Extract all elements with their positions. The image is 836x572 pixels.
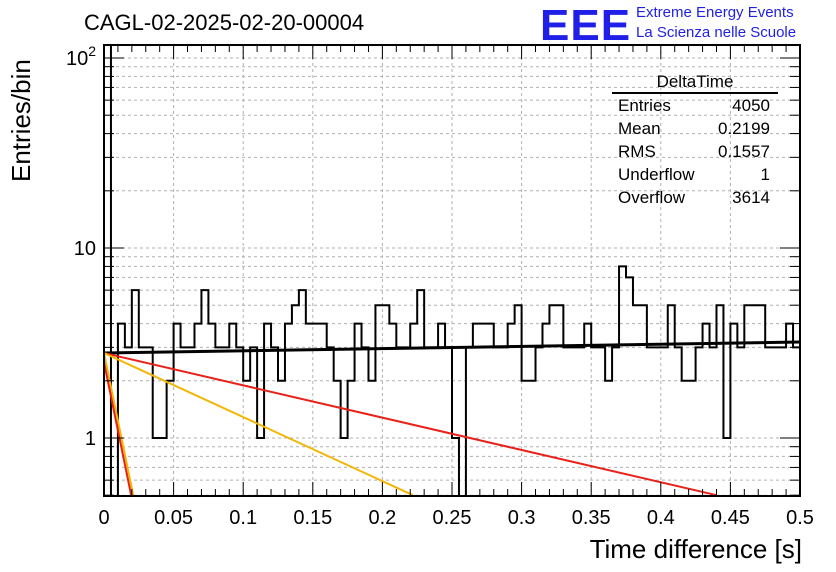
stats-label: Overflow — [618, 188, 686, 207]
stats-row: Overflow 3614 — [612, 186, 778, 209]
stats-row: RMS 0.1557 — [612, 140, 778, 163]
x-tick-label: 0.2 — [368, 507, 396, 529]
stats-label: Mean — [618, 119, 661, 138]
logo-line-1: Extreme Energy Events — [636, 4, 794, 21]
x-axis-label: Time difference [s] — [589, 534, 802, 564]
fit-line — [103, 340, 801, 355]
exp-curve — [103, 352, 135, 496]
y-tick-label: 102 — [66, 43, 96, 70]
y-tick-label: 1 — [85, 428, 96, 450]
x-tick-label: 0 — [98, 507, 109, 529]
x-tick-label: 0.45 — [711, 507, 750, 529]
stats-box: DeltaTime Entries 4050 Mean 0.2199 RMS 0… — [612, 72, 778, 209]
exp-curve — [103, 352, 717, 497]
histogram-layer — [103, 44, 801, 497]
y-tick-label: 10 — [74, 238, 96, 260]
x-tick-label: 0.3 — [508, 507, 536, 529]
stats-row: Mean 0.2199 — [612, 117, 778, 140]
x-tick-label: 0.5 — [786, 507, 814, 529]
histogram-outline — [103, 44, 801, 497]
stats-row: Underflow 1 — [612, 163, 778, 186]
stats-label: Underflow — [618, 165, 695, 184]
exp-curve — [103, 352, 414, 497]
stats-value: 3614 — [732, 188, 770, 207]
stats-value: 0.1557 — [718, 142, 770, 161]
stats-label: Entries — [618, 96, 671, 115]
x-tick-label: 0.4 — [647, 507, 675, 529]
stats-value: 4050 — [732, 96, 770, 115]
stats-header: DeltaTime — [612, 72, 778, 94]
x-tick-label: 0.05 — [154, 507, 193, 529]
chart-title: CAGL-02-2025-02-20-00004 — [84, 10, 365, 35]
fit-curves-layer — [103, 340, 801, 497]
exp-curve — [103, 362, 133, 496]
stats-value: 0.2199 — [718, 119, 770, 138]
x-tick-label: 0.15 — [293, 507, 332, 529]
plot-frame — [103, 44, 801, 497]
x-tick-label: 0.35 — [572, 507, 611, 529]
x-tick-label: 0.25 — [433, 507, 472, 529]
eee-logo: EEE — [540, 1, 632, 50]
stats-row: Entries 4050 — [612, 94, 778, 117]
y-axis-label: Entries/bin — [6, 59, 36, 182]
stats-label: RMS — [618, 142, 656, 161]
x-tick-label: 0.1 — [229, 507, 257, 529]
stats-value: 1 — [760, 165, 770, 184]
logo-line-2: La Scienza nelle Scuole — [636, 24, 797, 41]
